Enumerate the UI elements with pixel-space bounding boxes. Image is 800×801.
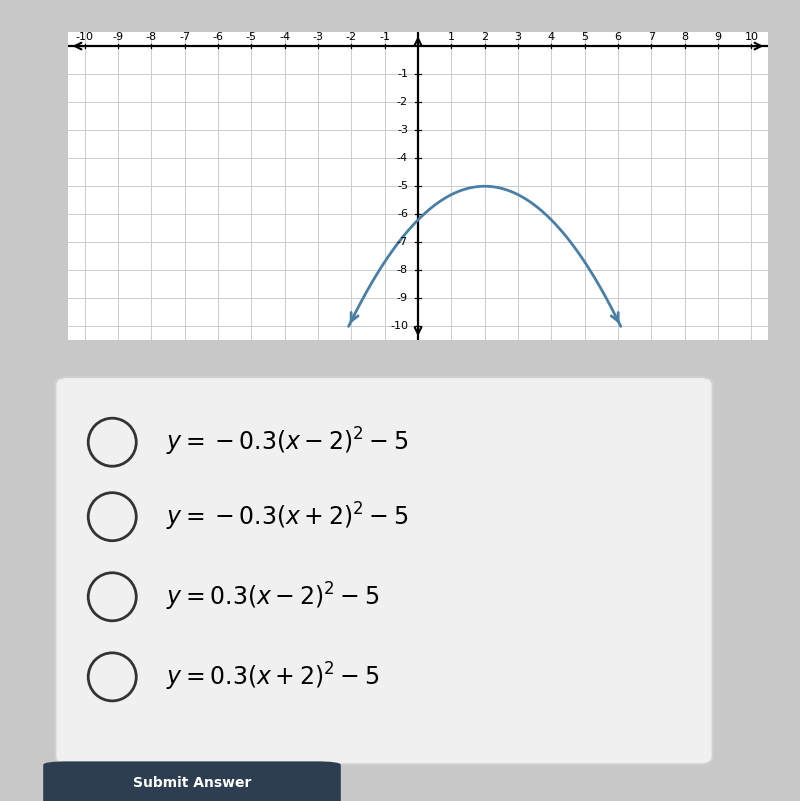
- Text: 8: 8: [681, 32, 688, 42]
- Text: -7: -7: [179, 32, 190, 42]
- Text: -2: -2: [346, 32, 357, 42]
- Text: 9: 9: [714, 32, 722, 42]
- Text: -9: -9: [397, 293, 408, 304]
- Text: -7: -7: [397, 237, 408, 248]
- Text: -9: -9: [113, 32, 123, 42]
- Text: 6: 6: [614, 32, 622, 42]
- Text: $y = 0.3(x + 2)^{2} - 5$: $y = 0.3(x + 2)^{2} - 5$: [166, 661, 379, 693]
- Text: -4: -4: [397, 153, 408, 163]
- Text: -6: -6: [213, 32, 223, 42]
- Text: -8: -8: [397, 265, 408, 276]
- Text: 1: 1: [448, 32, 455, 42]
- Text: -2: -2: [397, 97, 408, 107]
- Text: -10: -10: [390, 321, 408, 332]
- Text: 7: 7: [648, 32, 655, 42]
- Text: 5: 5: [581, 32, 588, 42]
- Text: 2: 2: [481, 32, 488, 42]
- Text: -6: -6: [397, 209, 408, 219]
- Text: $y = 0.3(x - 2)^{2} - 5$: $y = 0.3(x - 2)^{2} - 5$: [166, 581, 379, 613]
- Text: -5: -5: [397, 181, 408, 191]
- Text: -1: -1: [379, 32, 390, 42]
- Text: -8: -8: [146, 32, 157, 42]
- Text: -5: -5: [246, 32, 257, 42]
- Text: -3: -3: [397, 125, 408, 135]
- Text: -10: -10: [76, 32, 94, 42]
- Text: -1: -1: [397, 69, 408, 79]
- Text: -3: -3: [313, 32, 323, 42]
- Text: 10: 10: [744, 32, 758, 42]
- Text: $y = -0.3(x + 2)^{2} - 5$: $y = -0.3(x + 2)^{2} - 5$: [166, 501, 408, 533]
- Text: Submit Answer: Submit Answer: [133, 776, 251, 790]
- FancyBboxPatch shape: [43, 761, 341, 801]
- Text: $y = -0.3(x - 2)^{2} - 5$: $y = -0.3(x - 2)^{2} - 5$: [166, 426, 408, 458]
- Text: 4: 4: [548, 32, 555, 42]
- FancyBboxPatch shape: [55, 377, 713, 764]
- Text: -4: -4: [279, 32, 290, 42]
- Text: 3: 3: [514, 32, 522, 42]
